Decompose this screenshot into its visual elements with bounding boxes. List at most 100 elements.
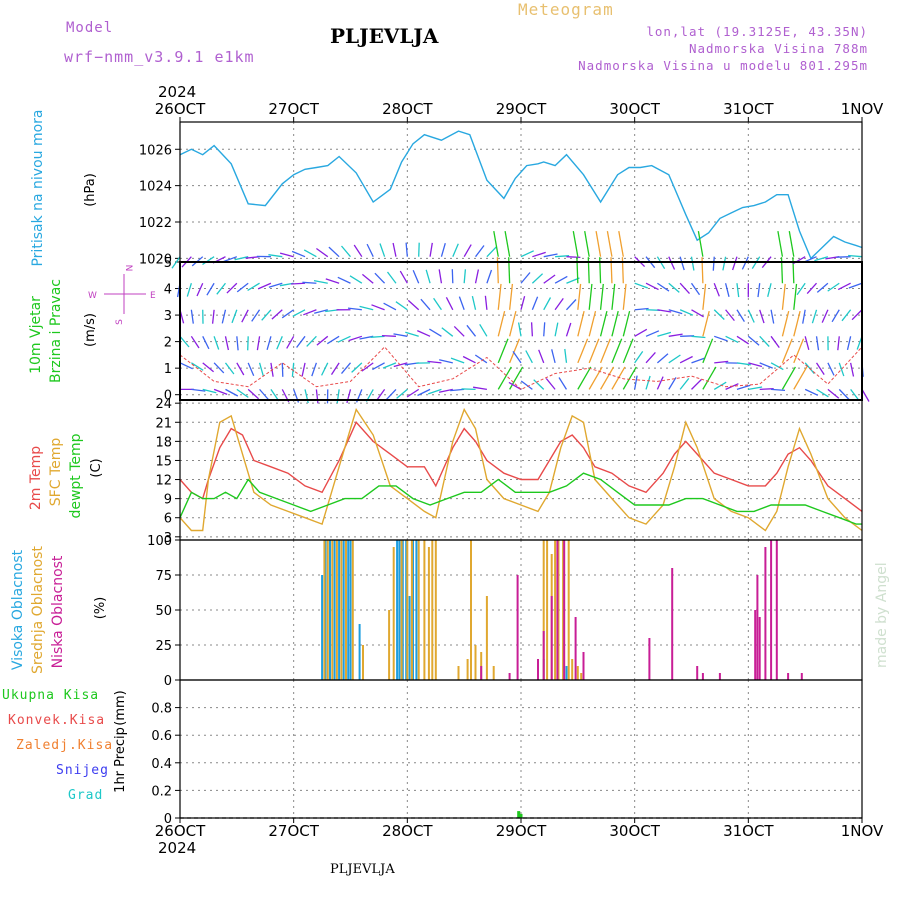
- wind-arrow: [236, 336, 239, 351]
- wind-arrow: [266, 336, 272, 350]
- wind-arrow: [405, 242, 408, 257]
- cloud-bar-1: [331, 540, 334, 680]
- footer-station: PLJEVLJA: [330, 862, 395, 877]
- wind-arrow: [268, 282, 283, 288]
- bottom-xtick-label: 26OCT: [155, 822, 206, 840]
- wind-arrow: [837, 282, 851, 291]
- model-name: wrf−nmm_v3.9.1 e1km: [64, 48, 255, 66]
- wind-arrow: [657, 309, 672, 313]
- wind-arrow: [361, 273, 374, 284]
- cloud-bar-0: [565, 666, 568, 680]
- wind-arrow: [251, 309, 261, 322]
- cloud-bar-1: [351, 540, 354, 680]
- wind-arrow: [714, 360, 729, 364]
- wind-arrow: [747, 335, 760, 346]
- wind-arrow: [793, 310, 801, 337]
- cloud-bar-2: [770, 540, 773, 680]
- cloud-bar-1: [492, 666, 495, 680]
- wind-arrow: [851, 309, 863, 321]
- wind-arrow: [770, 362, 784, 371]
- wind-arrow: [370, 335, 385, 338]
- wind-arrow: [565, 322, 572, 337]
- cloud-bar-1: [542, 540, 545, 680]
- temperature-ytick-label: 15: [155, 454, 172, 469]
- wind-arrow: [484, 295, 488, 310]
- wind-arrow: [679, 282, 690, 295]
- wind-arrow: [697, 230, 704, 257]
- cloud-bar-1: [576, 666, 579, 680]
- wind-arrow: [747, 309, 755, 323]
- wind-arrow: [412, 270, 420, 284]
- wind-arrow: [196, 282, 204, 297]
- cloud-bar-1: [406, 540, 409, 680]
- cloud-bar-0: [342, 540, 345, 680]
- wind-arrow: [788, 230, 795, 257]
- wind-ylabel-unit: (m/s): [83, 313, 98, 347]
- wind-arrow: [572, 230, 579, 257]
- temperature-ytick-label: 21: [155, 416, 172, 431]
- wind-arrow: [393, 333, 408, 337]
- cloud-bar-2: [480, 666, 483, 680]
- cloud-bar-1: [557, 540, 560, 680]
- wind-arrow: [313, 279, 328, 284]
- wind-arrow: [634, 282, 649, 289]
- wind-arrow: [606, 230, 613, 257]
- wind-arrow: [543, 274, 556, 284]
- wind-arrow: [493, 230, 499, 257]
- cloud-bar-1: [326, 540, 329, 680]
- wind-arrow: [595, 230, 602, 257]
- top-xtick-label: 31OCT: [723, 100, 774, 118]
- wind-arrow: [811, 309, 818, 324]
- wind-arrow: [372, 362, 385, 371]
- wind-arrow: [417, 388, 431, 397]
- precip-legend-freezing: Zaledj.Kisa: [16, 738, 114, 753]
- wind-arrow: [850, 388, 860, 401]
- wind-arrow: [712, 256, 715, 271]
- wind-arrow: [668, 354, 681, 364]
- cloud-bar-1: [431, 540, 434, 680]
- cloud-bar-1: [474, 645, 477, 680]
- wind-arrow: [302, 281, 317, 284]
- wind-arrow: [458, 296, 465, 310]
- wind-arrow: [336, 389, 340, 404]
- bottom-xtick-label: 30OCT: [609, 822, 660, 840]
- wind-arrow: [634, 375, 638, 390]
- cloud-bar-1: [485, 596, 488, 680]
- wind-arrow: [202, 388, 217, 394]
- cloud-bar-2: [542, 631, 545, 680]
- wind-arrow: [814, 256, 829, 262]
- wind-ytick-label: 0: [164, 389, 172, 404]
- wind-arrow: [815, 336, 820, 351]
- wind-arrow: [736, 335, 750, 345]
- cloud-bar-1: [362, 645, 364, 680]
- wind-arrow: [509, 366, 524, 390]
- wind-arrow: [256, 336, 261, 351]
- wind-arrow: [179, 335, 190, 348]
- wind-arrow: [748, 362, 763, 368]
- wind-arrow: [301, 362, 306, 377]
- wind-arrow: [475, 245, 485, 258]
- model-elevation-label: Nadmorska Visina u modelu 801.295m: [578, 58, 868, 73]
- wind-arrow: [838, 362, 845, 377]
- wind-arrow: [453, 325, 465, 337]
- wind-arrow: [520, 380, 533, 390]
- cloud-bar-0: [347, 540, 350, 680]
- wind-arrow: [804, 336, 810, 350]
- wind-arrow: [611, 283, 616, 310]
- cloud-bar-2: [563, 540, 566, 680]
- cloud-bar-1: [554, 540, 557, 680]
- wind-arrow: [286, 335, 295, 349]
- bottom-xtick-label: 29OCT: [496, 822, 547, 840]
- wind-arrow: [462, 355, 476, 364]
- wind-arrow: [504, 230, 511, 257]
- wind-arrow: [770, 335, 780, 348]
- wind-arrow: [584, 230, 590, 257]
- cloud-bar-2: [754, 610, 757, 680]
- wind-arrow: [611, 310, 619, 337]
- wind-arrow: [618, 230, 624, 257]
- wind-arrow: [545, 378, 556, 390]
- wind-arrow: [226, 282, 238, 294]
- wind-arrow: [781, 283, 786, 310]
- wind-arrow: [190, 309, 194, 324]
- cloud-ylabel-name2: Srednja Oblacnost: [30, 546, 46, 674]
